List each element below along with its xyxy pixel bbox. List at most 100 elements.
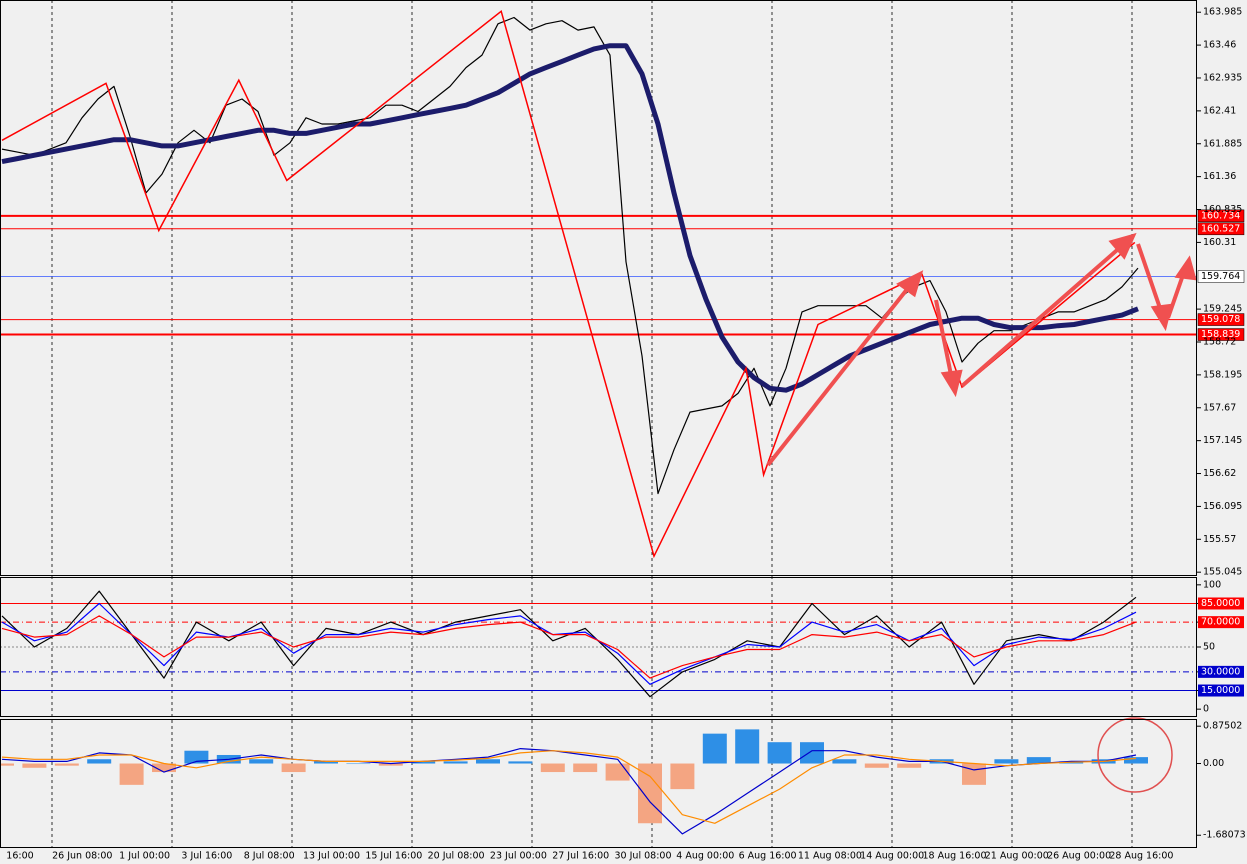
y-tick-label: 163.46 (1203, 40, 1236, 51)
histogram-bar (443, 761, 468, 764)
histogram-bar (735, 729, 760, 764)
y-tick-label: 162.935 (1203, 72, 1242, 83)
histogram-bar (314, 761, 338, 764)
x-tick-label: 16:00 (6, 851, 33, 862)
y-tick-label: 15.0000 (1201, 685, 1240, 696)
level-label: 158.839 (1201, 329, 1240, 340)
y-tick-label: 158.195 (1203, 369, 1242, 380)
y-tick-label: 30.0000 (1201, 666, 1240, 677)
plot-layer (0, 10, 1197, 835)
series-line (1, 43, 1139, 393)
y-tick-label: -1.68073 (1203, 830, 1246, 841)
y-tick-label: 100 (1203, 579, 1221, 590)
x-tick-label: 6 Aug 16:00 (739, 851, 797, 862)
y-tick-box (1198, 616, 1244, 629)
x-tick-label: 8 Jul 08:00 (244, 851, 295, 862)
y-tick-label: 156.095 (1203, 501, 1242, 512)
histogram-bar (0, 763, 14, 766)
y-tick-label: 160.835 (1203, 204, 1242, 215)
y-tick-label: 0.00 (1203, 758, 1224, 769)
arrow (1166, 271, 1186, 319)
level-label-box (1197, 313, 1245, 326)
histogram-bar (249, 759, 274, 764)
y-tick-label: 0 (1203, 704, 1209, 715)
y-tick-label: 0.87502 (1203, 721, 1242, 732)
x-tick-label: 3 Jul 16:00 (181, 851, 232, 862)
y-tick-box (1198, 665, 1244, 678)
y-tick-label: 85.0000 (1201, 598, 1240, 609)
y-tick-label: 159.245 (1203, 304, 1242, 315)
arrow (934, 299, 954, 381)
histogram-bar (897, 763, 922, 768)
x-tick-label: 18 Aug 16:00 (922, 851, 986, 862)
histogram-bar (540, 763, 565, 773)
histogram-bar (281, 763, 306, 773)
series-line (1, 615, 1137, 679)
series-line (1, 602, 1137, 685)
x-tick-label: 1 Jul 00:00 (119, 851, 170, 862)
x-tick-label: 30 Jul 08:00 (615, 851, 672, 862)
histogram-bar (1026, 757, 1051, 764)
y-tick-label: 70.0000 (1201, 617, 1240, 628)
arrow (1136, 243, 1164, 315)
level-label-box (1197, 328, 1245, 341)
zigzag-line (1, 10, 1136, 559)
x-tick-label: 20 Jul 08:00 (428, 851, 485, 862)
level-label-box (1197, 209, 1245, 223)
level-label: 160.734 (1201, 210, 1240, 221)
y-tick-box (1198, 597, 1244, 610)
series-line (1, 748, 1137, 835)
histogram-bar (670, 763, 695, 790)
y-tick-label: 158.72 (1203, 336, 1236, 347)
y-tick-box (1198, 684, 1244, 697)
histogram-bar (994, 759, 1019, 764)
arrow (766, 281, 914, 467)
series-line (1, 750, 1137, 824)
histogram-bar (119, 763, 144, 785)
y-tick-label: 161.885 (1203, 138, 1242, 149)
histogram-bar (87, 759, 112, 764)
x-tick-label: 11 Aug 08:00 (798, 851, 862, 862)
x-tick-label: 14 Aug 00:00 (860, 851, 924, 862)
level-label: 159.078 (1201, 314, 1240, 325)
y-tick-label: 156.62 (1203, 468, 1236, 479)
panel-frame (0, 0, 1197, 576)
y-tick-label: 155.045 (1203, 567, 1242, 578)
histogram-bar (411, 761, 436, 764)
x-tick-label: 28 Aug 16:00 (1109, 851, 1173, 862)
histogram-bar (864, 763, 889, 768)
x-tick-label: 27 Jul 16:00 (552, 851, 609, 862)
x-tick-label: 13 Jul 00:00 (303, 851, 360, 862)
x-tick-label: 15 Jul 16:00 (365, 851, 422, 862)
level-label: 159.764 (1201, 271, 1240, 282)
y-tick-label: 163.985 (1203, 7, 1242, 18)
arrowhead (940, 369, 963, 398)
histogram-bar (346, 763, 371, 765)
panel-frame (0, 577, 1197, 717)
histogram-bar (573, 763, 598, 773)
highlight-circle (1097, 717, 1173, 793)
x-tick-label: 26 Aug 00:00 (1047, 851, 1111, 862)
histogram-bar (22, 763, 47, 768)
histogram-bar (962, 763, 986, 785)
x-tick-label: 23 Jul 00:00 (490, 851, 547, 862)
y-tick-label: 161.36 (1203, 171, 1236, 182)
panel-frames (0, 0, 1197, 848)
x-tick-label: 4 Aug 00:00 (676, 851, 734, 862)
histogram-bar (508, 761, 533, 764)
arrow (960, 242, 1126, 388)
arrowhead (1108, 232, 1137, 260)
y-tick-label: 162.41 (1203, 105, 1236, 116)
x-tick-label: 21 Aug 00:00 (985, 851, 1049, 862)
histogram-bar (702, 733, 727, 764)
histogram-bar (767, 742, 792, 764)
level-label: 160.527 (1201, 223, 1240, 234)
histogram-bar (184, 750, 209, 764)
histogram-bar (800, 742, 824, 764)
y-tick-label: 157.145 (1203, 435, 1242, 446)
y-tick-label: 155.57 (1203, 534, 1236, 545)
histogram-bar (54, 763, 79, 766)
histogram-bar (832, 759, 857, 764)
